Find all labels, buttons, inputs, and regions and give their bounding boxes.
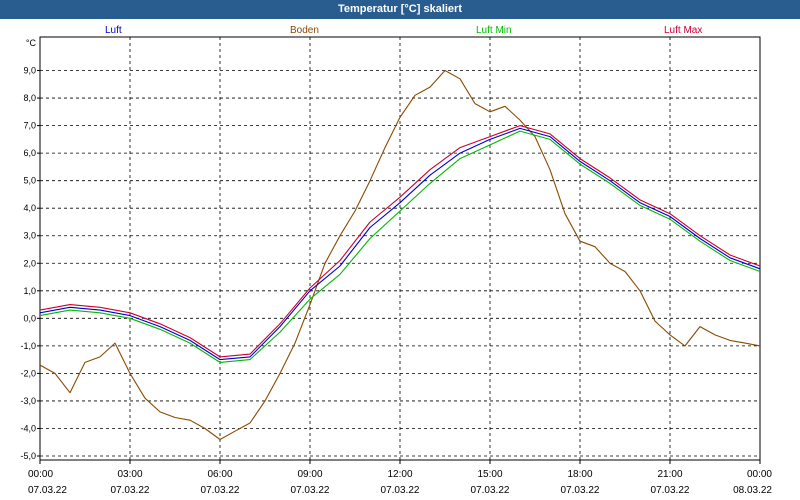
x-tick-date: 07.03.22	[28, 485, 67, 496]
x-tick-date: 07.03.22	[471, 485, 510, 496]
y-tick-label: 3,0	[23, 231, 36, 241]
x-tick-date: 07.03.22	[201, 485, 240, 496]
x-tick-time: 06:00	[207, 469, 232, 480]
x-tick-time: 12:00	[387, 469, 412, 480]
x-tick-date: 07.03.22	[561, 485, 600, 496]
y-axis-unit: °C	[26, 38, 37, 48]
y-tick-label: 7,0	[23, 121, 36, 131]
legend-luft-max: Luft Max	[664, 25, 703, 36]
x-tick-time: 00:00	[28, 469, 53, 480]
x-tick-time: 03:00	[117, 469, 142, 480]
chart-title: Temperatur [°C] skaliert	[337, 3, 462, 15]
y-tick-label: -1,0	[20, 341, 36, 351]
legend-boden: Boden	[290, 25, 319, 36]
legend-luft: Luft	[105, 25, 122, 36]
series-line-luft-min	[39, 130, 761, 363]
series-line-boden	[39, 69, 761, 441]
y-tick-label: -3,0	[20, 396, 36, 406]
x-tick-date: 07.03.22	[381, 485, 420, 496]
x-tick-date: 08.03.22	[733, 485, 772, 496]
y-tick-label: 4,0	[23, 203, 36, 213]
y-tick-label: 9,0	[23, 66, 36, 76]
y-tick-label: 5,0	[23, 176, 36, 186]
y-tick-label: 1,0	[23, 286, 36, 296]
y-tick-label: -4,0	[20, 423, 36, 433]
y-tick-label: 2,0	[23, 258, 36, 268]
x-tick-date: 07.03.22	[291, 485, 330, 496]
y-tick-label: 6,0	[23, 148, 36, 158]
y-tick-label: 0,0	[23, 313, 36, 323]
x-tick-date: 07.03.22	[651, 485, 690, 496]
series-line-luft-max	[39, 125, 761, 358]
x-tick-time: 15:00	[477, 469, 502, 480]
legend-luft-min: Luft Min	[476, 25, 512, 36]
x-tick-time: 09:00	[297, 469, 322, 480]
x-tick-time: 00:00	[747, 469, 772, 480]
x-tick-time: 21:00	[657, 469, 682, 480]
y-tick-label: 8,0	[23, 93, 36, 103]
x-tick-date: 07.03.22	[111, 485, 150, 496]
series-line-luft	[39, 127, 761, 361]
y-tick-label: -2,0	[20, 368, 36, 378]
chart-title-bar: Temperatur [°C] skaliert	[0, 0, 800, 19]
x-tick-time: 18:00	[567, 469, 592, 480]
y-tick-label: -5,0	[20, 451, 36, 461]
